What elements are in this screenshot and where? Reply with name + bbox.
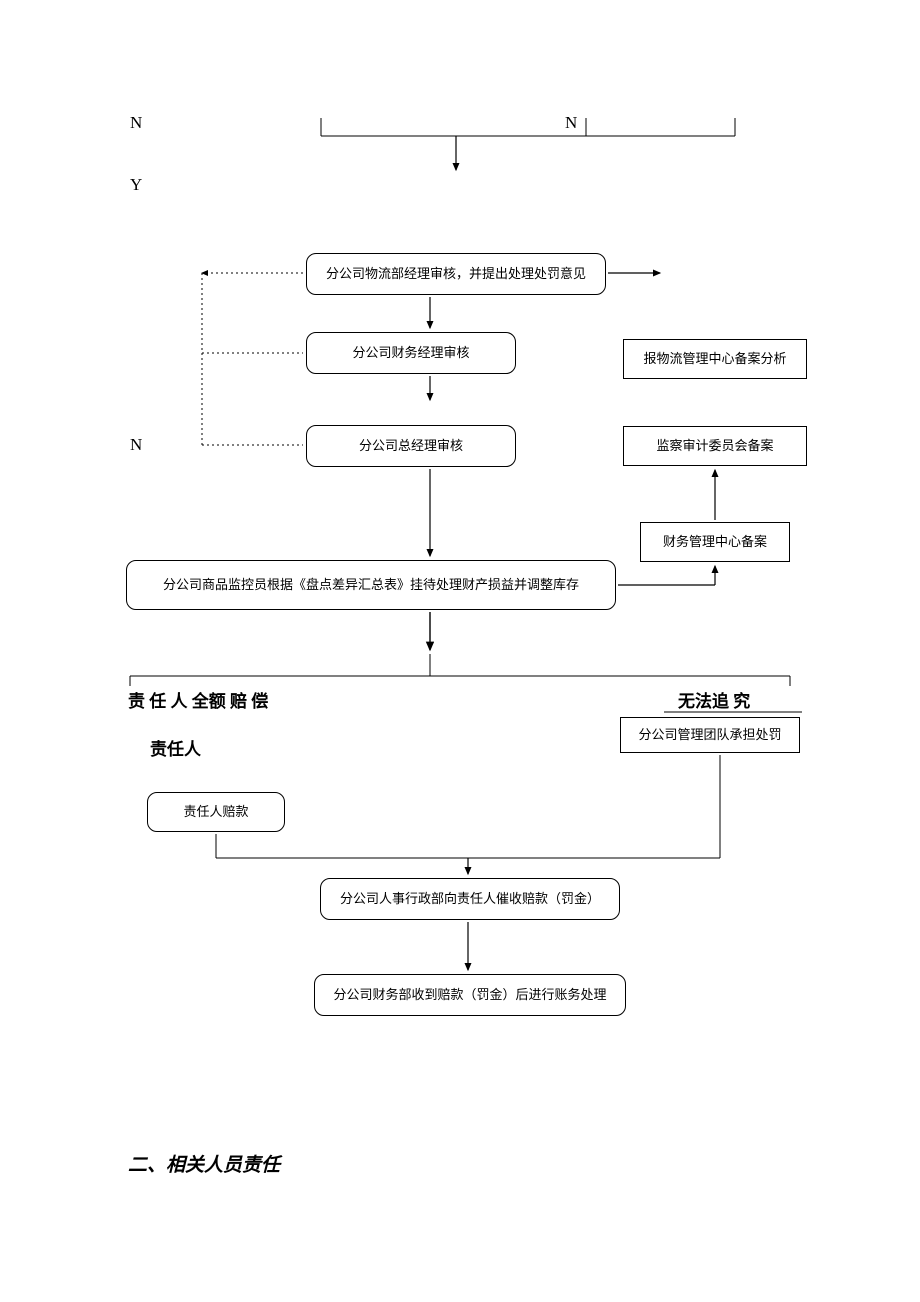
- node-liable-compensate: 责任人赔款: [147, 792, 285, 832]
- label-y-1: Y: [130, 175, 142, 195]
- node-audit-committee: 监察审计委员会备案: [623, 426, 807, 466]
- node-hr-collect: 分公司人事行政部向责任人催收赔款（罚金）: [320, 878, 620, 920]
- node-logistics-mgr: 分公司物流部经理审核，并提出处理处罚意见: [306, 253, 606, 295]
- outcome-left-line2: 责任人: [150, 735, 201, 760]
- outcome-left-line1: 责 任 人 全额 赔 偿: [128, 687, 268, 712]
- node-finance-center: 财务管理中心备案: [640, 522, 790, 562]
- label-n-3: N: [130, 435, 142, 455]
- outcome-right: 无法追 究: [678, 687, 750, 712]
- node-report-logistics: 报物流管理中心备案分析: [623, 339, 807, 379]
- label-n-1: N: [130, 113, 142, 133]
- node-mgmt-team-penalty: 分公司管理团队承担处罚: [620, 717, 800, 753]
- section-heading: 二、相关人员责任: [128, 1150, 280, 1177]
- node-finance-process: 分公司财务部收到赔款（罚金）后进行账务处理: [314, 974, 626, 1016]
- node-finance-mgr: 分公司财务经理审核: [306, 332, 516, 374]
- node-monitor-process: 分公司商品监控员根据《盘点差异汇总表》挂待处理财产损益并调整库存: [126, 560, 616, 610]
- connector-lines: [0, 0, 920, 1302]
- label-n-2: N: [565, 113, 577, 133]
- node-gm-review: 分公司总经理审核: [306, 425, 516, 467]
- flowchart-page: N N Y N 分公司物流部经理审核，并提出处理处罚意见 分公司财务经理审核 报…: [0, 0, 920, 1302]
